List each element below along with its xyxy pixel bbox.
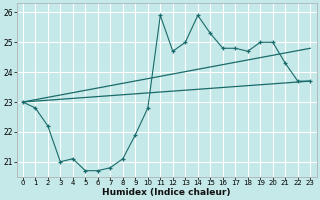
X-axis label: Humidex (Indice chaleur): Humidex (Indice chaleur) <box>102 188 231 197</box>
